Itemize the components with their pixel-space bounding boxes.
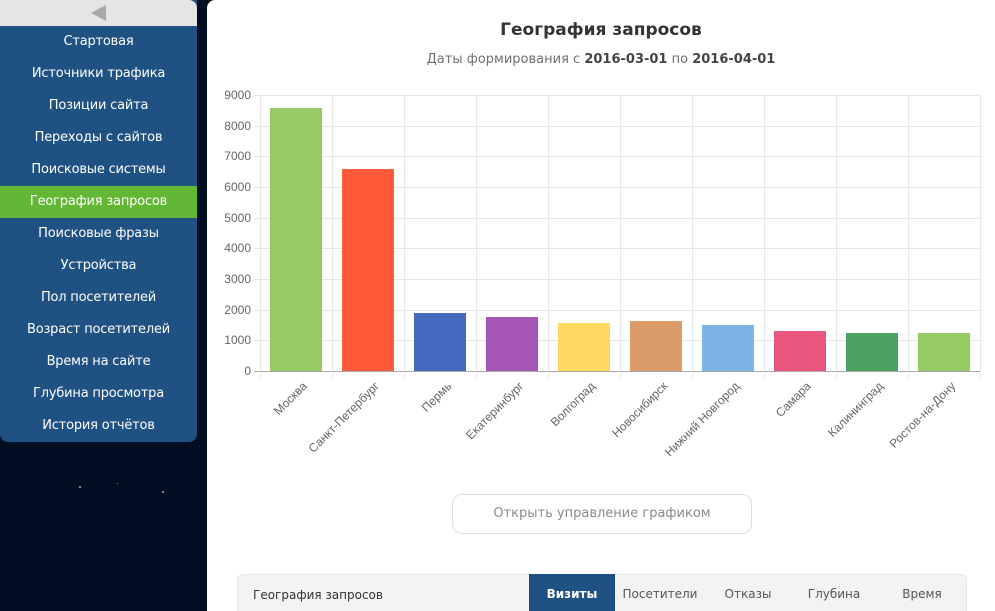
x-gridline — [476, 95, 477, 378]
sidebar-items: Стартовая Источники трафика Позиции сайта П… — [0, 26, 197, 442]
sidebar-item[interactable]: Стартовая — [63, 34, 134, 49]
sidebar-item[interactable]: Источники трафика — [31, 66, 166, 81]
date-to: 2016-04-01 — [692, 52, 776, 67]
x-gridline — [980, 95, 981, 378]
page-title: География запросов — [500, 20, 702, 40]
metric-tab[interactable]: Посетители — [622, 587, 698, 601]
metric-tab[interactable]: Глубина — [807, 587, 861, 601]
bar[interactable] — [630, 321, 682, 371]
y-gridline — [254, 126, 980, 127]
x-tick-label: Нижний Новгород — [661, 379, 742, 460]
metric-tab[interactable]: Визиты — [529, 574, 615, 611]
y-gridline — [254, 248, 980, 249]
y-tick-label: 7000 — [224, 149, 251, 163]
x-tick-label: Ростов-на-Дону — [886, 379, 958, 451]
page-subtitle: Даты формирования с 2016-03-01 по 2016-0… — [207, 52, 995, 67]
x-tick-label: Екатеринбург — [462, 379, 526, 443]
background-star — [162, 491, 164, 493]
bar[interactable] — [702, 325, 754, 371]
y-tick-label: 3000 — [224, 272, 251, 286]
metric-tab[interactable]: Отказы — [724, 587, 772, 601]
sidebar-item[interactable]: Пол посетителей — [40, 290, 157, 305]
x-tick-label: Волгоград — [547, 379, 598, 430]
y-tick-label: 4000 — [224, 241, 251, 255]
bar[interactable] — [270, 108, 322, 371]
y-tick-label: 5000 — [224, 211, 251, 225]
y-tick-label: 1000 — [224, 333, 251, 347]
x-gridline — [620, 95, 621, 378]
x-tick-label: Калининград — [825, 379, 886, 440]
x-gridline — [332, 95, 333, 378]
subtitle-prefix: Даты формирования с — [426, 52, 585, 67]
sidebar-collapse-button[interactable] — [0, 0, 197, 26]
sidebar-item[interactable]: Устройства — [60, 258, 137, 273]
subtitle-mid: по — [667, 52, 693, 67]
y-gridline — [254, 95, 980, 96]
y-tick-label: 2000 — [224, 303, 251, 317]
bar[interactable] — [558, 323, 610, 371]
x-tick-label: Новосибирск — [608, 379, 670, 441]
x-gridline — [404, 95, 405, 378]
sidebar-item[interactable]: История отчётов — [42, 418, 155, 433]
bar[interactable] — [774, 331, 826, 371]
background-star — [79, 486, 81, 488]
y-tick-label: 0 — [244, 364, 251, 378]
open-chart-controls-button[interactable]: Открыть управление графиком — [452, 494, 752, 534]
x-gridline — [908, 95, 909, 378]
x-axis-line — [254, 371, 980, 372]
y-gridline — [254, 218, 980, 219]
bar[interactable] — [846, 333, 898, 371]
main-panel: География запросов Даты формирования с 2… — [207, 0, 995, 611]
bar[interactable] — [486, 317, 538, 371]
y-gridline — [254, 156, 980, 157]
x-gridline — [260, 95, 261, 378]
x-gridline — [764, 95, 765, 378]
sidebar-item[interactable]: География запросов — [0, 186, 197, 218]
x-gridline — [836, 95, 837, 378]
bar[interactable] — [918, 333, 970, 371]
x-gridline — [548, 95, 549, 378]
triangle-left-icon — [91, 5, 106, 21]
tabs-bar-title: География запросов — [253, 588, 383, 602]
sidebar-item[interactable]: Позиции сайта — [48, 98, 149, 113]
sidebar-nav: Стартовая Источники трафика Позиции сайта П… — [0, 0, 197, 442]
x-gridline — [692, 95, 693, 378]
sidebar-item[interactable]: Поисковые фразы — [38, 226, 159, 241]
background-star — [117, 483, 118, 484]
sidebar-item[interactable]: Поисковые системы — [31, 162, 166, 177]
x-tick-label: Санкт-Петербург — [305, 379, 382, 456]
sidebar-item[interactable]: Переходы с сайтов — [34, 130, 163, 145]
y-tick-label: 6000 — [224, 180, 251, 194]
x-tick-label: Пермь — [418, 379, 454, 415]
y-gridline — [254, 340, 980, 341]
date-from: 2016-03-01 — [584, 52, 668, 67]
metrics-tab-bar: География запросов Визиты Посетители Отказ… — [237, 574, 967, 611]
x-tick-label: Самара — [773, 379, 814, 420]
x-tick-label: Москва — [271, 379, 310, 418]
bar-chart: 0 1000 2000 3000 4000 5000 6000 7000 8000 9000 Мос… — [207, 0, 995, 470]
y-gridline — [254, 310, 980, 311]
y-tick-label: 8000 — [224, 119, 251, 133]
bar[interactable] — [342, 169, 394, 371]
y-gridline — [254, 187, 980, 188]
y-tick-label: 9000 — [224, 88, 251, 102]
sidebar-item[interactable]: Глубина просмотра — [33, 386, 164, 401]
y-gridline — [254, 279, 980, 280]
sidebar-item[interactable]: Время на сайте — [46, 354, 151, 369]
sidebar-item[interactable]: Возраст посетителей — [26, 322, 170, 337]
metric-tab[interactable]: Время — [902, 587, 942, 601]
bar[interactable] — [414, 313, 466, 371]
